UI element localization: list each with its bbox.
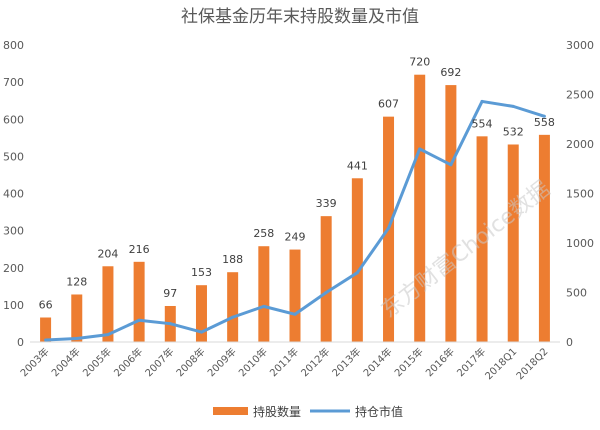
bar-value-label: 258 [253, 227, 274, 240]
bar-value-label: 153 [191, 266, 212, 279]
bar-value-label: 532 [503, 125, 524, 138]
bar-value-label: 216 [129, 243, 150, 256]
y-left-tick-label: 800 [3, 39, 24, 52]
bar-2003年 [40, 317, 52, 342]
bar-value-label: 66 [39, 298, 53, 311]
line-series [44, 99, 546, 342]
x-tick-label: 2014年 [360, 345, 394, 379]
line-point-2009年 [231, 315, 235, 319]
bar-2012年 [320, 216, 332, 342]
line-point-2012年 [324, 291, 328, 294]
bar-value-label: 339 [316, 197, 337, 210]
bar-2018Q1 [507, 144, 519, 342]
line-point-2007年 [168, 322, 172, 326]
y-right-tick-label: 1000 [566, 237, 594, 250]
x-tick-label: 2018Q2 [515, 346, 551, 382]
bar-value-label: 720 [409, 56, 430, 69]
legend-line-label: 持仓市值 [355, 404, 403, 419]
y-left-tick-label: 400 [3, 188, 24, 201]
bar-2016年 [445, 85, 457, 342]
bar-2005年 [102, 266, 114, 342]
line-point-2018Q2 [542, 114, 546, 118]
y-left-tick-label: 0 [17, 336, 24, 349]
bar-value-label: 128 [66, 275, 87, 288]
bar-2008年 [195, 285, 207, 342]
bar-value-label: 204 [97, 247, 118, 260]
line-point-2011年 [293, 312, 297, 316]
line-point-2006年 [137, 318, 141, 322]
line-point-2017年 [480, 99, 484, 103]
x-tick-label: 2011年 [267, 345, 301, 379]
legend: 持股数量 持仓市值 [213, 404, 403, 419]
y-left-tick-label: 500 [3, 150, 24, 163]
y-left-tick-label: 300 [3, 225, 24, 238]
x-tick-label: 2016年 [423, 345, 457, 379]
x-tick-label: 2004年 [49, 345, 83, 379]
x-tick-label: 2006年 [111, 345, 145, 379]
bar-value-label: 188 [222, 253, 243, 266]
bar-2006年 [133, 261, 145, 342]
bar-value-label: 558 [534, 116, 555, 129]
bar-value-label: 441 [347, 159, 368, 172]
x-tick-label: 2013年 [329, 345, 363, 379]
y-right-tick-label: 2500 [566, 89, 594, 102]
y-left-tick-label: 600 [3, 113, 24, 126]
bar-value-label: 607 [378, 98, 399, 111]
line-point-2014年 [387, 226, 391, 230]
x-tick-label: 2005年 [80, 345, 114, 379]
x-tick-label: 2010年 [236, 345, 270, 379]
bar-2011年 [289, 249, 301, 342]
x-tick-label: 2012年 [298, 345, 332, 379]
x-tick-label: 2008年 [173, 345, 207, 379]
x-tick-label: 2018Q1 [484, 346, 520, 382]
y-right-tick-label: 0 [566, 336, 573, 349]
line-point-2013年 [355, 271, 359, 275]
bar-value-label: 97 [163, 287, 177, 300]
watermark: 东方财富Choice数据 [377, 176, 555, 323]
data-labels: 66 128 204 216 97 153 188 258 249 339 441 607 720 692… [39, 56, 555, 312]
y-right-tick-label: 1500 [566, 188, 594, 201]
line-point-2018Q1 [511, 104, 515, 108]
bar-value-label: 554 [472, 117, 493, 130]
x-tick-label: 2009年 [205, 345, 239, 379]
bar-2010年 [258, 246, 270, 342]
y-left-tick-label: 200 [3, 262, 24, 275]
bar-value-label: 692 [440, 66, 461, 79]
bar-value-label: 249 [285, 231, 306, 244]
legend-bar-swatch [213, 407, 248, 415]
y-left-tick-label: 700 [3, 76, 24, 89]
bar-series [40, 74, 550, 343]
line-point-2005年 [106, 333, 110, 337]
bar-2018Q2 [538, 134, 550, 342]
bar-2013年 [351, 178, 363, 342]
bar-2004年 [71, 294, 83, 342]
line-point-2015年 [418, 147, 422, 151]
y-right-tick-label: 500 [566, 287, 587, 300]
x-tick-label: 2007年 [142, 345, 176, 379]
line-point-2008年 [199, 330, 203, 334]
line-point-2010年 [262, 304, 266, 308]
y-left-tick-label: 100 [3, 299, 24, 312]
bar-2017年 [476, 136, 488, 342]
line-point-2016年 [449, 163, 453, 167]
chart-title: 社保基金历年末持股数量及市值 [181, 7, 419, 27]
legend-bar-label: 持股数量 [253, 404, 301, 419]
y-right-tick-label: 2000 [566, 138, 594, 151]
line-point-2004年 [75, 337, 79, 341]
line-point-2003年 [44, 338, 48, 342]
bar-2015年 [414, 74, 426, 342]
x-tick-label: 2003年 [17, 345, 51, 379]
bar-2009年 [227, 272, 239, 342]
x-tick-label: 2015年 [392, 345, 426, 379]
y-right-tick-label: 3000 [566, 39, 594, 52]
